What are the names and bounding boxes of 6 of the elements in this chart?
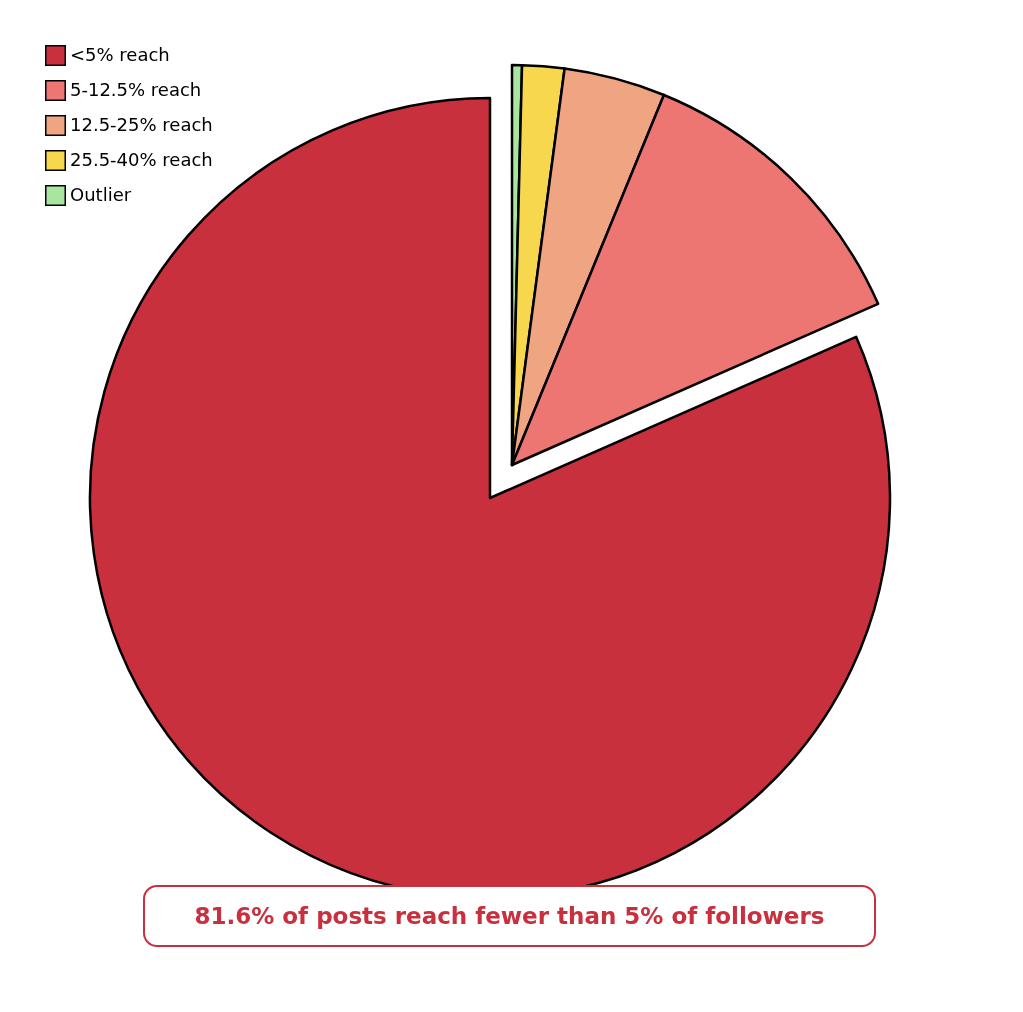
legend-label: 5-12.5% reach bbox=[70, 78, 202, 100]
legend-label: 12.5-25% reach bbox=[70, 113, 213, 135]
legend-label: Outlier bbox=[70, 183, 132, 205]
text: 81.6% of posts reach fewer than 5% of followers bbox=[143, 885, 876, 947]
legend-label: 25.5-40% reach bbox=[70, 148, 213, 170]
legend-label: <5% reach bbox=[70, 43, 170, 65]
